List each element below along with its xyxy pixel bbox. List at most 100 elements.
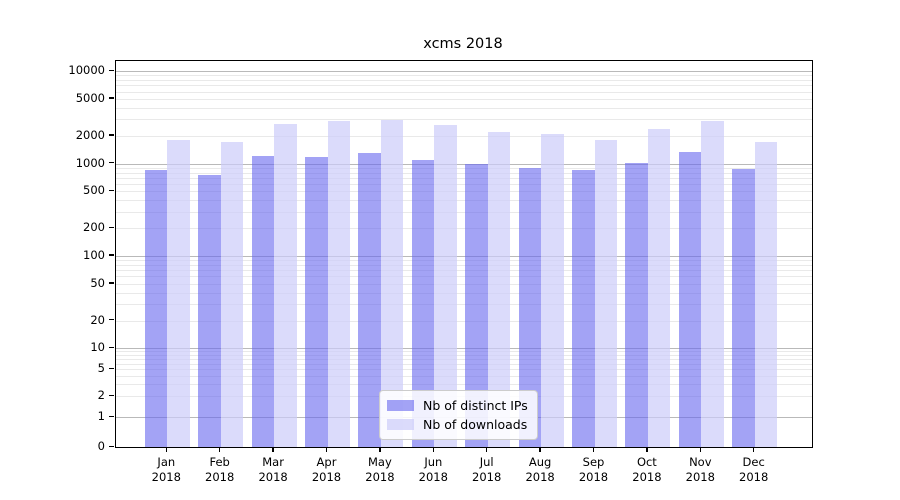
x-tick-label: Jan 2018 [151,455,181,484]
y-gridline-minor [116,363,812,365]
bar-downloads [487,131,511,447]
legend-label-distinct-ips: Nb of distinct IPs [423,398,528,413]
y-gridline-minor [116,98,812,100]
x-tick-mark [592,447,595,453]
y-tick-mark [109,97,114,99]
plot-area: Nb of distinct IPs Nb of downloads [115,60,813,448]
bar-downloads [274,123,297,447]
x-tick-label: May 2018 [365,455,395,484]
x-tick-label: Feb 2018 [205,455,235,484]
y-gridline-minor [116,191,812,193]
y-gridline-minor [116,167,812,169]
y-gridline-minor [116,119,812,121]
y-gridline-minor [116,384,812,386]
legend-item-downloads: Nb of downloads [387,415,528,434]
y-gridline-major [116,255,812,257]
bar-distinct-ips [518,168,542,447]
x-tick-mark [432,447,434,453]
x-tick-label: Apr 2018 [311,455,342,484]
y-gridline-minor [116,184,812,185]
y-tick-mark [109,189,114,192]
x-tick-label: Oct 2018 [632,455,662,484]
y-gridline-minor [116,85,812,87]
x-tick-mark [699,447,701,453]
bar-distinct-ips [732,169,755,447]
y-tick-mark [109,346,114,349]
y-tick-mark [109,69,114,71]
y-gridline-minor [116,135,812,137]
y-tick-label: 20 [90,312,105,327]
x-tick-label: Aug 2018 [525,455,555,484]
x-tick-mark [753,447,755,453]
legend-swatch-downloads [387,419,414,430]
bar-downloads [220,142,244,447]
y-tick-mark [109,394,114,397]
bar-downloads [327,121,350,447]
x-tick-mark [165,447,167,453]
y-gridline-minor [116,283,812,285]
bar-downloads [541,133,564,447]
y-tick-label: 1000 [75,155,105,170]
y-tick-label: 50 [90,275,105,290]
bar-distinct-ips [305,156,328,447]
x-tick-label: Mar 2018 [258,455,288,484]
bar-downloads [754,142,778,447]
x-tick-mark [272,447,274,453]
y-gridline-minor [116,75,812,77]
chart-title: xcms 2018 [423,36,503,52]
x-tick-label: Jun 2018 [418,455,448,484]
y-gridline-minor [116,320,812,322]
y-gridline-minor [116,369,812,370]
x-tick-mark [219,447,221,453]
x-tick-label: Jul 2018 [472,455,502,484]
y-gridline-minor [116,292,812,294]
y-gridline-minor [116,200,812,202]
y-gridline-minor [116,172,812,174]
y-tick-mark [109,134,114,136]
x-tick-mark [379,447,381,453]
bar-downloads [380,120,404,447]
y-tick-mark [109,254,114,256]
bar-distinct-ips [465,164,488,447]
bar-distinct-ips [625,162,648,447]
y-tick-label: 0 [97,439,105,453]
y-tick-mark [109,319,114,321]
y-gridline-minor [116,351,812,353]
bar-distinct-ips [251,155,275,447]
x-tick-label: Sep 2018 [578,455,609,484]
y-tick-mark [109,367,114,369]
x-tick-mark [325,447,328,453]
y-tick-label: 1 [97,409,105,423]
bar-downloads [167,139,190,447]
y-gridline-minor [116,260,812,262]
y-gridline-minor [116,177,812,179]
bar-downloads [434,125,457,447]
y-gridline-major [116,71,812,73]
x-tick-label: Nov 2018 [685,455,715,484]
bar-distinct-ips [411,159,435,447]
y-gridline-minor [116,375,812,377]
x-tick-mark [646,447,648,453]
legend-swatch-distinct-ips [387,400,414,411]
y-gridline-minor [116,276,812,278]
y-gridline-minor [116,355,812,356]
y-tick-label: 10000 [68,63,105,78]
y-gridline-major [116,348,812,350]
y-gridline-major [116,163,812,165]
y-tick-label: 5 [97,361,105,375]
legend-label-downloads: Nb of downloads [423,417,528,432]
y-tick-mark [109,415,114,417]
bar-distinct-ips [572,169,595,447]
bar-distinct-ips [198,174,221,447]
legend-item-distinct-ips: Nb of distinct IPs [387,396,528,415]
y-gridline-minor [116,264,812,266]
y-gridline-minor [116,270,812,272]
y-tick-label: 5000 [75,90,105,105]
y-gridline-minor [116,91,812,93]
x-tick-label: Dec 2018 [739,455,769,484]
bar-downloads [647,129,671,447]
y-tick-mark [109,162,114,164]
bar-distinct-ips [144,170,168,447]
y-gridline-minor [116,228,812,230]
